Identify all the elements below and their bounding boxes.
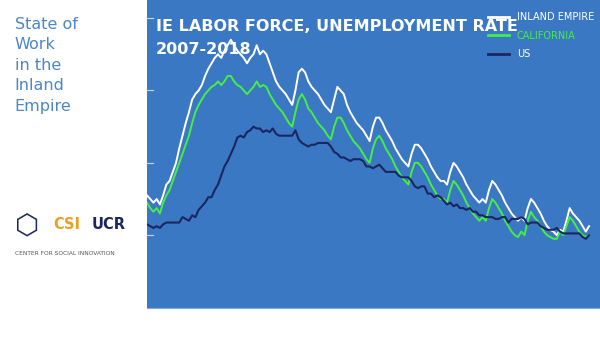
Text: UCR: UCR (91, 217, 125, 232)
Text: ⬡: ⬡ (15, 213, 39, 240)
Text: State of
Work
in the
Inland
Empire: State of Work in the Inland Empire (15, 17, 77, 114)
Text: IE LABOR FORCE, UNEMPLOYMENT RATE: IE LABOR FORCE, UNEMPLOYMENT RATE (156, 19, 518, 33)
Legend: INLAND EMPIRE, CALIFORNIA, US: INLAND EMPIRE, CALIFORNIA, US (484, 8, 598, 63)
Text: 2007-2018: 2007-2018 (156, 42, 251, 57)
Text: Source: U.S. Bureau of Labor Statistics;  CA Economic Development Department, no: Source: U.S. Bureau of Labor Statistics;… (152, 331, 467, 336)
Text: CENTER FOR SOCIAL INNOVATION: CENTER FOR SOCIAL INNOVATION (15, 251, 115, 256)
Text: CSI: CSI (53, 217, 80, 232)
